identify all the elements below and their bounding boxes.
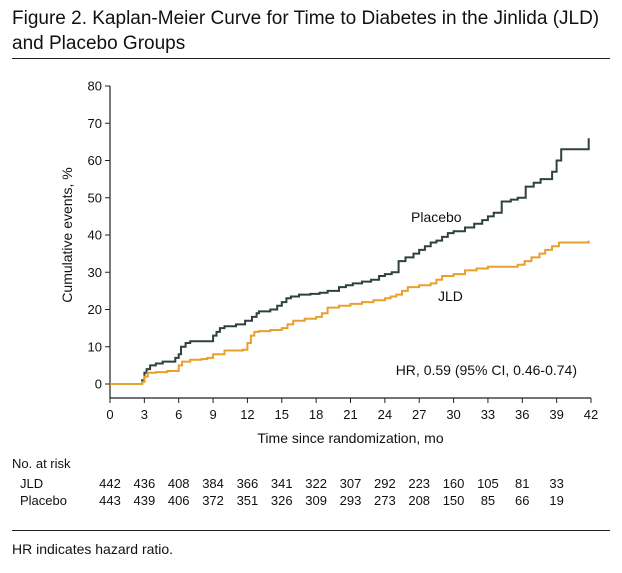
x-tick-label: 9 xyxy=(209,407,216,422)
risk-value: 208 xyxy=(408,493,431,508)
risk-value: 150 xyxy=(442,493,465,508)
risk-value: 443 xyxy=(99,493,121,508)
risk-value: 160 xyxy=(442,476,465,491)
risk-value: 81 xyxy=(515,476,530,491)
risk-value: 384 xyxy=(202,476,224,491)
risk-value: 292 xyxy=(373,476,396,491)
risk-value: 33 xyxy=(549,476,564,491)
x-tick-label: 0 xyxy=(106,407,113,422)
x-tick-label: 39 xyxy=(549,407,563,422)
figure-title: Figure 2. Kaplan-Meier Curve for Time to… xyxy=(12,8,600,54)
y-tick-label: 10 xyxy=(88,339,102,354)
risk-value: 307 xyxy=(339,476,362,491)
risk-value: 341 xyxy=(270,476,293,491)
risk-value: 66 xyxy=(515,493,530,508)
risk-value: 293 xyxy=(339,493,362,508)
risk-value: 85 xyxy=(480,493,496,508)
risk-table-header: No. at risk xyxy=(12,456,71,471)
risk-value: 309 xyxy=(305,493,327,508)
risk-row-label: Placebo xyxy=(20,493,67,508)
x-axis-title: Time since randomization, mo xyxy=(257,430,443,446)
series-label-jld: JLD xyxy=(438,288,463,304)
risk-value: 406 xyxy=(167,493,190,508)
x-tick-label: 27 xyxy=(412,407,426,422)
y-tick-label: 20 xyxy=(88,302,102,317)
risk-value: 105 xyxy=(477,476,499,491)
y-tick-label: 60 xyxy=(88,153,102,168)
series-line-jld xyxy=(110,240,590,385)
risk-value: 223 xyxy=(408,476,431,491)
x-tick-label: 33 xyxy=(481,407,495,422)
y-axis-title: Cumulative events, % xyxy=(59,167,75,302)
x-tick-label: 42 xyxy=(584,407,598,422)
risk-value: 326 xyxy=(270,493,293,508)
top-rule xyxy=(12,58,610,59)
x-tick-label: 12 xyxy=(240,407,254,422)
series-label-placebo: Placebo xyxy=(411,209,462,225)
y-tick-label: 30 xyxy=(88,265,102,280)
risk-value: 366 xyxy=(236,476,259,491)
x-tick-label: 6 xyxy=(175,407,182,422)
x-tick-label: 18 xyxy=(309,407,323,422)
hazard-ratio-annotation: HR, 0.59 (95% CI, 0.46-0.74) xyxy=(396,362,577,378)
series-line-placebo xyxy=(110,138,590,385)
x-tick-label: 30 xyxy=(446,407,460,422)
risk-value: 273 xyxy=(373,493,396,508)
risk-value: 19 xyxy=(549,493,564,508)
x-tick-label: 15 xyxy=(275,407,289,422)
y-tick-label: 80 xyxy=(88,79,102,94)
footnote: HR indicates hazard ratio. xyxy=(12,541,174,557)
risk-value: 442 xyxy=(99,476,121,491)
x-tick-label: 21 xyxy=(343,407,357,422)
risk-value: 322 xyxy=(305,476,327,491)
y-tick-label: 40 xyxy=(88,228,102,243)
y-tick-label: 0 xyxy=(95,377,102,392)
x-tick-label: 3 xyxy=(141,407,148,422)
risk-value: 436 xyxy=(133,476,156,491)
x-tick-label: 36 xyxy=(515,407,529,422)
risk-value: 351 xyxy=(236,493,259,508)
y-tick-label: 50 xyxy=(88,190,102,205)
risk-value: 439 xyxy=(133,493,156,508)
risk-value: 408 xyxy=(167,476,190,491)
x-tick-label: 24 xyxy=(378,407,392,422)
y-tick-label: 70 xyxy=(88,116,102,131)
bottom-rule xyxy=(12,530,610,531)
risk-value: 372 xyxy=(202,493,224,508)
risk-row-label: JLD xyxy=(20,476,44,491)
